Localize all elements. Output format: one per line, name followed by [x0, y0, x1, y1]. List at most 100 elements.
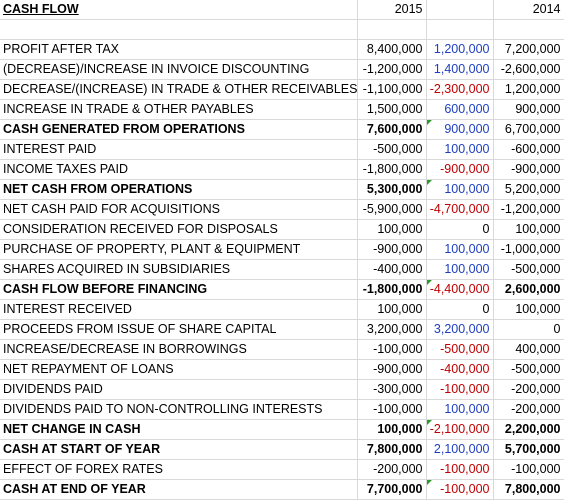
year-2015-header[interactable]: 2015	[357, 0, 427, 20]
value-2015[interactable]: 100,000	[357, 299, 427, 320]
row-label[interactable]: CASH AT START OF YEAR	[0, 439, 358, 460]
change-value[interactable]: 900,000	[426, 119, 494, 140]
change-value[interactable]: -4,700,000	[426, 199, 494, 220]
value-2015[interactable]: 8,400,000	[357, 39, 427, 60]
empty-cell[interactable]	[493, 19, 564, 40]
value-2014[interactable]: 7,200,000	[493, 39, 564, 60]
value-2014[interactable]: -1,200,000	[493, 199, 564, 220]
value-2015[interactable]: -1,800,000	[357, 159, 427, 180]
value-2015[interactable]: -900,000	[357, 239, 427, 260]
value-2015[interactable]: 100,000	[357, 219, 427, 240]
value-2014[interactable]: 100,000	[493, 299, 564, 320]
row-label[interactable]: PROFIT AFTER TAX	[0, 39, 358, 60]
change-value[interactable]: 100,000	[426, 139, 494, 160]
row-label[interactable]: INTEREST PAID	[0, 139, 358, 160]
change-value[interactable]: -400,000	[426, 359, 494, 380]
value-2014[interactable]: 0	[493, 319, 564, 340]
value-2014[interactable]: -200,000	[493, 379, 564, 400]
value-2014[interactable]: 900,000	[493, 99, 564, 120]
change-value[interactable]: 0	[426, 299, 494, 320]
value-2015[interactable]: -300,000	[357, 379, 427, 400]
empty-cell[interactable]	[426, 0, 494, 20]
change-value[interactable]: -100,000	[426, 459, 494, 480]
value-2014[interactable]: -2,600,000	[493, 59, 564, 80]
change-value[interactable]: 100,000	[426, 179, 494, 200]
value-2015[interactable]: 7,800,000	[357, 439, 427, 460]
change-value[interactable]: 100,000	[426, 239, 494, 260]
value-2014[interactable]: -200,000	[493, 399, 564, 420]
change-value[interactable]: 1,400,000	[426, 59, 494, 80]
value-2015[interactable]: -200,000	[357, 459, 427, 480]
value-2015[interactable]: -900,000	[357, 359, 427, 380]
value-2015[interactable]: 5,300,000	[357, 179, 427, 200]
change-value[interactable]: 100,000	[426, 259, 494, 280]
change-value[interactable]: -4,400,000	[426, 279, 494, 300]
year-2014-header[interactable]: 2014	[493, 0, 564, 20]
row-label[interactable]: INCREASE IN TRADE & OTHER PAYABLES	[0, 99, 358, 120]
value-2014[interactable]: 5,700,000	[493, 439, 564, 460]
change-value[interactable]: 0	[426, 219, 494, 240]
change-value[interactable]: 2,100,000	[426, 439, 494, 460]
value-2015[interactable]: 7,700,000	[357, 479, 427, 500]
value-2014[interactable]: 2,200,000	[493, 419, 564, 440]
value-2014[interactable]: 6,700,000	[493, 119, 564, 140]
row-label[interactable]: INCOME TAXES PAID	[0, 159, 358, 180]
table-title[interactable]: CASH FLOW	[0, 0, 358, 20]
value-2015[interactable]: -1,200,000	[357, 59, 427, 80]
value-2015[interactable]: -5,900,000	[357, 199, 427, 220]
change-value[interactable]: -900,000	[426, 159, 494, 180]
change-value[interactable]: -100,000	[426, 379, 494, 400]
change-value[interactable]: -2,100,000	[426, 419, 494, 440]
row-label[interactable]: SHARES ACQUIRED IN SUBSIDIARIES	[0, 259, 358, 280]
row-label[interactable]: NET CHANGE IN CASH	[0, 419, 358, 440]
value-2015[interactable]: -1,100,000	[357, 79, 427, 100]
value-2015[interactable]: 7,600,000	[357, 119, 427, 140]
row-label[interactable]: CASH AT END OF YEAR	[0, 479, 358, 500]
value-2014[interactable]: 7,800,000	[493, 479, 564, 500]
row-label[interactable]: NET REPAYMENT OF LOANS	[0, 359, 358, 380]
row-label[interactable]: (DECREASE)/INCREASE IN INVOICE DISCOUNTI…	[0, 59, 358, 80]
value-2014[interactable]: 400,000	[493, 339, 564, 360]
value-2015[interactable]: 100,000	[357, 419, 427, 440]
row-label[interactable]: EFFECT OF FOREX RATES	[0, 459, 358, 480]
empty-cell[interactable]	[0, 19, 358, 40]
value-2015[interactable]: -100,000	[357, 339, 427, 360]
empty-cell[interactable]	[357, 19, 427, 40]
row-label[interactable]: CASH GENERATED FROM OPERATIONS	[0, 119, 358, 140]
change-value[interactable]: -100,000	[426, 479, 494, 500]
row-label[interactable]: CONSIDERATION RECEIVED FOR DISPOSALS	[0, 219, 358, 240]
change-value[interactable]: -2,300,000	[426, 79, 494, 100]
change-value[interactable]: 100,000	[426, 399, 494, 420]
row-label[interactable]: INCREASE/DECREASE IN BORROWINGS	[0, 339, 358, 360]
value-2014[interactable]: 2,600,000	[493, 279, 564, 300]
change-value[interactable]: 600,000	[426, 99, 494, 120]
row-label[interactable]: INTEREST RECEIVED	[0, 299, 358, 320]
value-2015[interactable]: -400,000	[357, 259, 427, 280]
row-label[interactable]: DIVIDENDS PAID	[0, 379, 358, 400]
value-2014[interactable]: 1,200,000	[493, 79, 564, 100]
value-2015[interactable]: -1,800,000	[357, 279, 427, 300]
value-2014[interactable]: -500,000	[493, 359, 564, 380]
value-2015[interactable]: -500,000	[357, 139, 427, 160]
value-2014[interactable]: -1,000,000	[493, 239, 564, 260]
value-2014[interactable]: 100,000	[493, 219, 564, 240]
change-value[interactable]: -500,000	[426, 339, 494, 360]
change-value[interactable]: 1,200,000	[426, 39, 494, 60]
value-2014[interactable]: -600,000	[493, 139, 564, 160]
row-label[interactable]: DIVIDENDS PAID TO NON-CONTROLLING INTERE…	[0, 399, 358, 420]
row-label[interactable]: NET CASH PAID FOR ACQUISITIONS	[0, 199, 358, 220]
row-label[interactable]: PURCHASE OF PROPERTY, PLANT & EQUIPMENT	[0, 239, 358, 260]
change-value[interactable]: 3,200,000	[426, 319, 494, 340]
value-2014[interactable]: -500,000	[493, 259, 564, 280]
value-2014[interactable]: 5,200,000	[493, 179, 564, 200]
value-2015[interactable]: 3,200,000	[357, 319, 427, 340]
value-2015[interactable]: -100,000	[357, 399, 427, 420]
value-2014[interactable]: -100,000	[493, 459, 564, 480]
row-label[interactable]: DECREASE/(INCREASE) IN TRADE & OTHER REC…	[0, 79, 358, 100]
row-label[interactable]: PROCEEDS FROM ISSUE OF SHARE CAPITAL	[0, 319, 358, 340]
value-2014[interactable]: -900,000	[493, 159, 564, 180]
empty-cell[interactable]	[426, 19, 494, 40]
row-label[interactable]: CASH FLOW BEFORE FINANCING	[0, 279, 358, 300]
value-2015[interactable]: 1,500,000	[357, 99, 427, 120]
row-label[interactable]: NET CASH FROM OPERATIONS	[0, 179, 358, 200]
